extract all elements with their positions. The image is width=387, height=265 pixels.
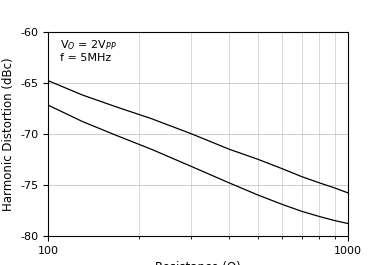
Y-axis label: Harmonic Distortion (dBc): Harmonic Distortion (dBc)	[2, 57, 15, 211]
Text: V$_O$ = 2V$_{PP}$
f = 5MHz: V$_O$ = 2V$_{PP}$ f = 5MHz	[60, 38, 117, 63]
X-axis label: Resistance (Ω): Resistance (Ω)	[156, 261, 241, 265]
